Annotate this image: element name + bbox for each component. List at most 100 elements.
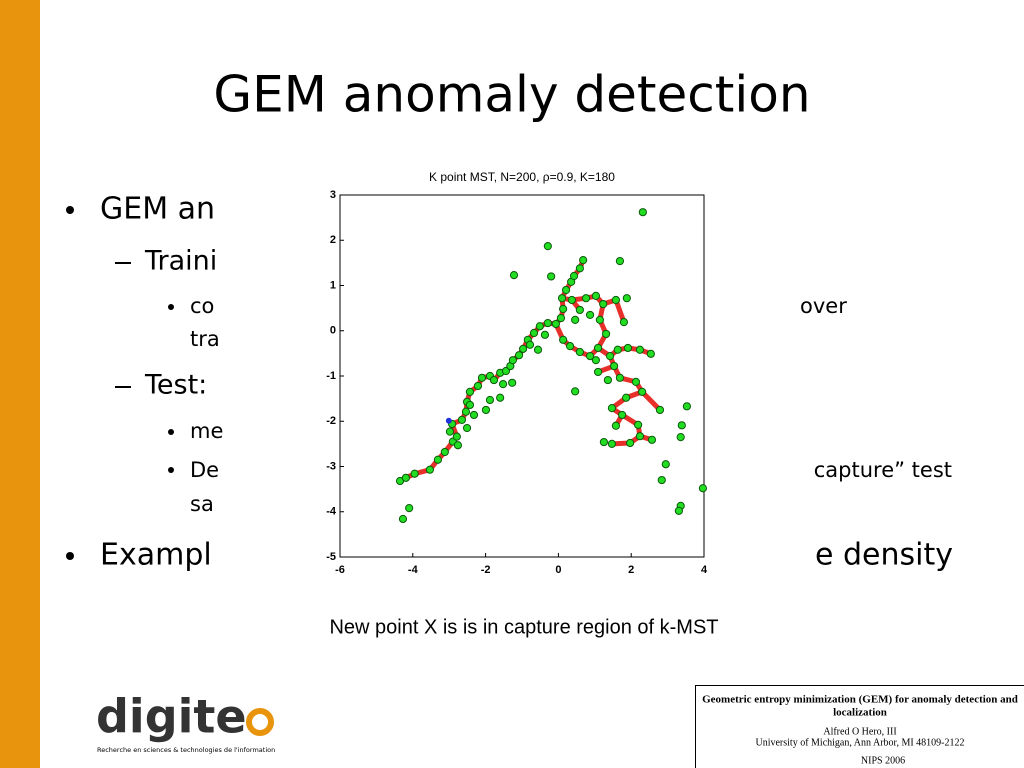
data-point [465,400,475,410]
paper-affiliation: University of Michigan, Ann Arbor, MI 48… [755,737,964,748]
chart-title: K point MST, N=200, ρ=0.9, K=180 [429,170,615,184]
data-point [581,294,591,303]
paper-venue: NIPS 2006 [861,755,905,766]
paper-title: localization [833,707,887,719]
data-point [543,318,552,328]
bullet-text: Test: [144,370,207,401]
bullet-text: De [190,458,219,482]
data-point [551,319,560,329]
bullet-text: Traini [144,246,217,277]
data-point [557,294,567,303]
data-point [457,415,467,424]
data-point [595,315,604,324]
data-point [618,410,627,420]
data-point [543,242,552,251]
data-point [676,432,685,442]
data-point [508,356,518,365]
data-point [599,299,608,309]
data-point [473,381,483,391]
data-point [533,345,543,354]
data-point [609,361,619,371]
logo: digite Recherche en sciences & technolog… [96,690,275,755]
data-point [599,437,609,447]
y-tick-label: -4 [326,506,337,518]
bullet-dot [66,206,74,214]
data-point [575,305,584,315]
y-tick-label: -5 [326,551,336,563]
paper-author: Alfred O Hero, III [823,726,896,737]
data-point [607,439,617,448]
new-point [445,417,452,424]
y-tick-label: 2 [330,234,336,246]
data-point [613,345,622,354]
data-point [440,447,449,457]
data-point [498,380,508,389]
data-point [682,402,691,411]
data-point [585,310,595,320]
caption: New point X is is in capture region of k… [329,616,718,638]
data-point [535,322,544,331]
data-point [585,351,595,361]
data-point [575,264,584,273]
x-tick-label: 0 [555,564,561,576]
data-point [559,304,568,314]
data-point [611,295,621,305]
data-point [529,328,539,338]
bullet-dot [168,429,174,435]
data-point [579,256,588,265]
data-point [477,373,487,382]
data-point [540,330,550,339]
data-point [496,393,505,402]
paper-frame [695,685,1024,768]
data-point [485,395,495,405]
data-point [525,340,535,349]
data-point [405,504,414,513]
data-point [561,285,571,295]
data-point [571,315,580,324]
bullet-dot [168,304,174,310]
x-tick-label: -2 [481,564,491,576]
data-point [661,460,670,469]
data-point [635,345,645,354]
chart-image: K point MST, N=200, ρ=0.9, K=180 -6 -4 -2 0… [295,165,715,583]
data-point [622,294,631,303]
data-point [575,347,584,357]
mst-edge [639,389,663,413]
data-point [638,387,647,396]
data-point [398,514,408,524]
data-point [489,375,499,385]
data-point [677,421,686,430]
data-point [698,484,708,493]
data-point [445,427,455,436]
x-tick-label: -6 [335,564,345,576]
y-tick-label: 1 [330,279,336,291]
y-tick-label: -2 [326,415,336,427]
data-point [611,421,621,430]
data-point [615,256,625,266]
data-point [593,343,603,353]
data-point [657,475,666,485]
data-point [619,318,629,327]
logo-tagline: Recherche en sciences & technologies de … [97,746,275,754]
data-point [603,375,613,385]
bullet-text: capture” test [814,458,952,482]
bullet-text: over [800,294,847,318]
data-point [646,349,655,358]
data-point [674,506,683,515]
y-tick-label: 3 [330,189,336,201]
data-point [601,329,611,339]
data-point [452,432,461,441]
data-point [565,342,575,351]
bullet-text: e density [815,538,953,573]
data-point [401,473,410,482]
data-point [433,455,443,464]
data-point [518,344,528,353]
bullet-dot [168,467,174,473]
data-point [461,407,471,416]
data-point [635,432,645,441]
paper-title: Geometric entropy minimization (GEM) for… [702,694,1018,706]
data-point [509,270,519,280]
slide-title: GEM anomaly detection [213,66,810,124]
bullet-text: me [190,419,223,443]
